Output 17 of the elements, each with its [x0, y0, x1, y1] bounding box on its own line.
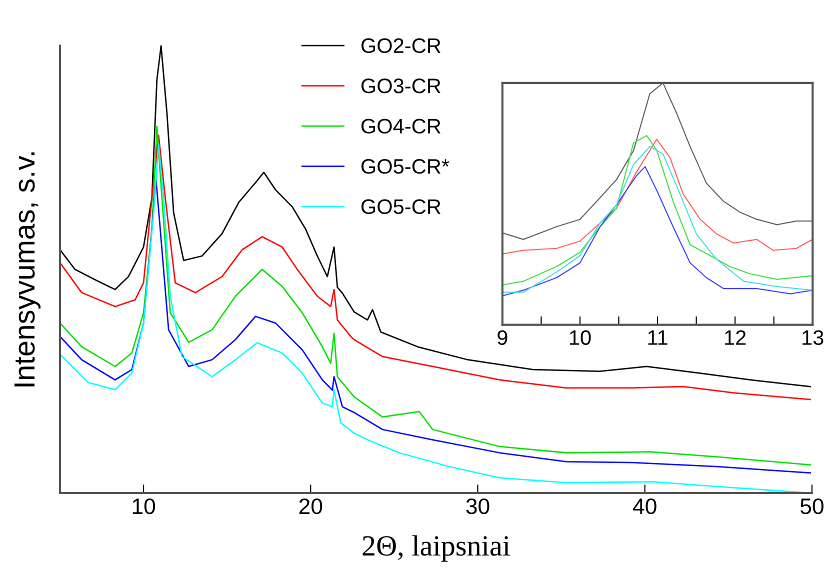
- legend-label: GO3-CR: [361, 78, 440, 94]
- x-tick-label: 11: [648, 330, 668, 345]
- x-tick-label: 40: [633, 498, 656, 514]
- legend-label: GO5-CR: [361, 199, 440, 214]
- legend-label: GO4-CR: [361, 118, 440, 134]
- legend-label: GO2-CR: [361, 38, 440, 54]
- x-tick-label: 20: [299, 498, 322, 514]
- x-tick-label: 50: [800, 498, 824, 514]
- x-tick-label: 30: [466, 498, 490, 514]
- x-tick-label: 13: [802, 330, 824, 345]
- x-tick-label: 12: [725, 330, 746, 345]
- x-tick-label: 10: [570, 330, 591, 345]
- x-axis-title: 2Θ, laipsniai: [362, 535, 510, 562]
- legend-label: GO5-CR*: [361, 159, 450, 174]
- x-tick-label: 10: [132, 498, 156, 514]
- y-axis-title: Intensyvumas, s.v.: [14, 152, 41, 386]
- x-tick-label: 9: [498, 330, 508, 345]
